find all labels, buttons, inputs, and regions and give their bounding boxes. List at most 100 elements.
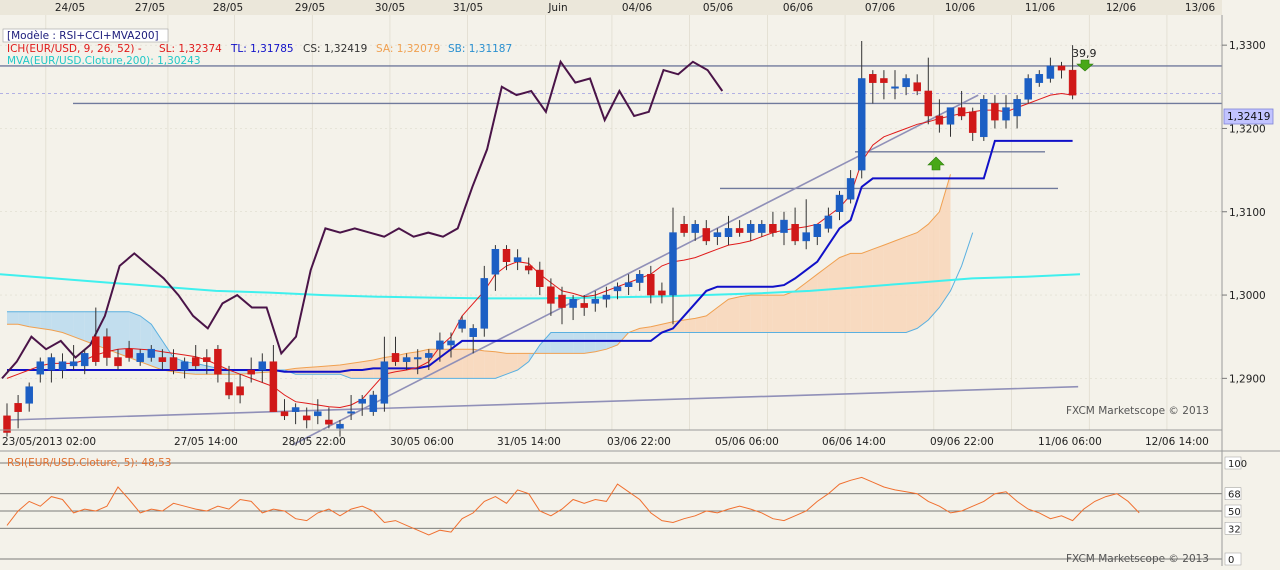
candle-body [913,82,921,92]
top-date-label: 06/06 [783,2,814,14]
candle-body [547,286,555,304]
candle-body [946,107,955,125]
cloud-segment [772,295,784,333]
cloud-segment [784,290,796,333]
candle-body [447,340,455,346]
candle-body [36,361,45,375]
candle-body [513,257,522,262]
y-tick-label: 1,3300 [1229,40,1266,52]
candle-body [458,319,466,329]
top-date-label: 31/05 [453,2,483,14]
candle-body [136,353,144,362]
cloud-segment [584,332,596,354]
candle-body [835,194,844,213]
cci-line [1,59,724,380]
candle-body [702,228,711,242]
mva-200-line [0,273,1081,300]
cloud-segment [850,253,862,333]
candle-body [413,357,422,360]
candle-body [980,99,988,138]
candle-body [114,357,122,367]
top-date-label: 30/05 [375,2,405,14]
candle-body [935,115,944,125]
candle-body [258,361,267,371]
candle-body [802,232,810,242]
cloud-segment [595,332,607,352]
cloud-segment [673,320,685,333]
candle-body [236,386,244,396]
y-tick-label: 1,3000 [1229,290,1266,302]
rsi-level-box [1224,487,1242,500]
top-date-label: 29/05 [295,2,325,14]
x-tick-label: 09/06 22:00 [930,436,994,448]
rsi-level-box [1224,456,1242,470]
cloud-segment [495,351,507,379]
candle-body [402,357,411,362]
candle-body [247,369,255,375]
cloud-segment [695,315,707,333]
y-tick-label: 1,3200 [1229,123,1266,135]
cloud-segment [451,349,463,379]
sb-label: SB: 1,31187 [448,43,512,55]
candle-body [991,103,999,121]
annotation-value: 39,9 [1072,47,1097,60]
candle-body [1046,65,1055,79]
rsi-level-box [1224,552,1242,566]
candle-body [1035,74,1044,83]
x-tick-label: 05/06 06:00 [715,436,779,448]
ich-label: ICH(EUR/USD, 9, 26, 52) - [7,43,142,55]
candle-body [846,178,855,200]
x-tick-label: 12/06 14:00 [1145,436,1209,448]
x-tick-label: 11/06 06:00 [1038,436,1102,448]
candle-body [214,348,222,375]
candle-body [1068,69,1077,96]
candle-body [824,215,833,229]
candle-body [869,74,877,83]
top-date-label: 04/06 [622,2,653,14]
candle-body [924,90,933,117]
candle-body [58,361,67,371]
candle-body [780,219,788,233]
candle-body [3,415,11,433]
candle-body [746,223,755,233]
rsi-level-box [1224,522,1242,535]
x-tick-label: 31/05 14:00 [497,436,561,448]
cloud-segment [406,351,418,379]
candle-body [658,290,666,296]
top-date-label: 13/06 [1185,2,1216,14]
candle-body [369,394,378,412]
candle-body [147,348,156,358]
down-arrow-icon [1076,59,1094,72]
current-price-marker [1223,108,1274,125]
candle-body [158,357,167,362]
cloud-segment [7,311,19,325]
cloud-segment [328,365,340,375]
rsi-level-box [1224,504,1242,518]
candle-body [536,269,544,287]
candle-body [203,357,211,362]
candle-body [624,282,633,287]
top-date-bar [0,0,1222,15]
top-date-label: 27/05 [135,2,165,14]
cloud-segment [761,295,773,333]
candle-body [713,232,722,237]
candle-body [480,278,489,329]
cloud-segment [839,253,851,333]
candle-body [891,86,899,89]
rsi-level-label: 32 [1228,524,1241,535]
candle-body [968,111,977,133]
cloud-segment [917,224,929,329]
candle-body [724,228,733,237]
watermark-main: FXCM Marketscope © 2013 [1066,405,1209,417]
cloud-segment [562,332,574,354]
candle-body [69,361,78,367]
top-date-label: 24/05 [55,2,85,14]
cloud-segment [539,332,551,354]
rsi-panel: 100 68 50 32 0 [0,450,1280,566]
candle-body [647,273,655,296]
candle-body [358,398,366,404]
cloud-segment [517,353,529,371]
rsi-level-label: 50 [1228,507,1241,518]
